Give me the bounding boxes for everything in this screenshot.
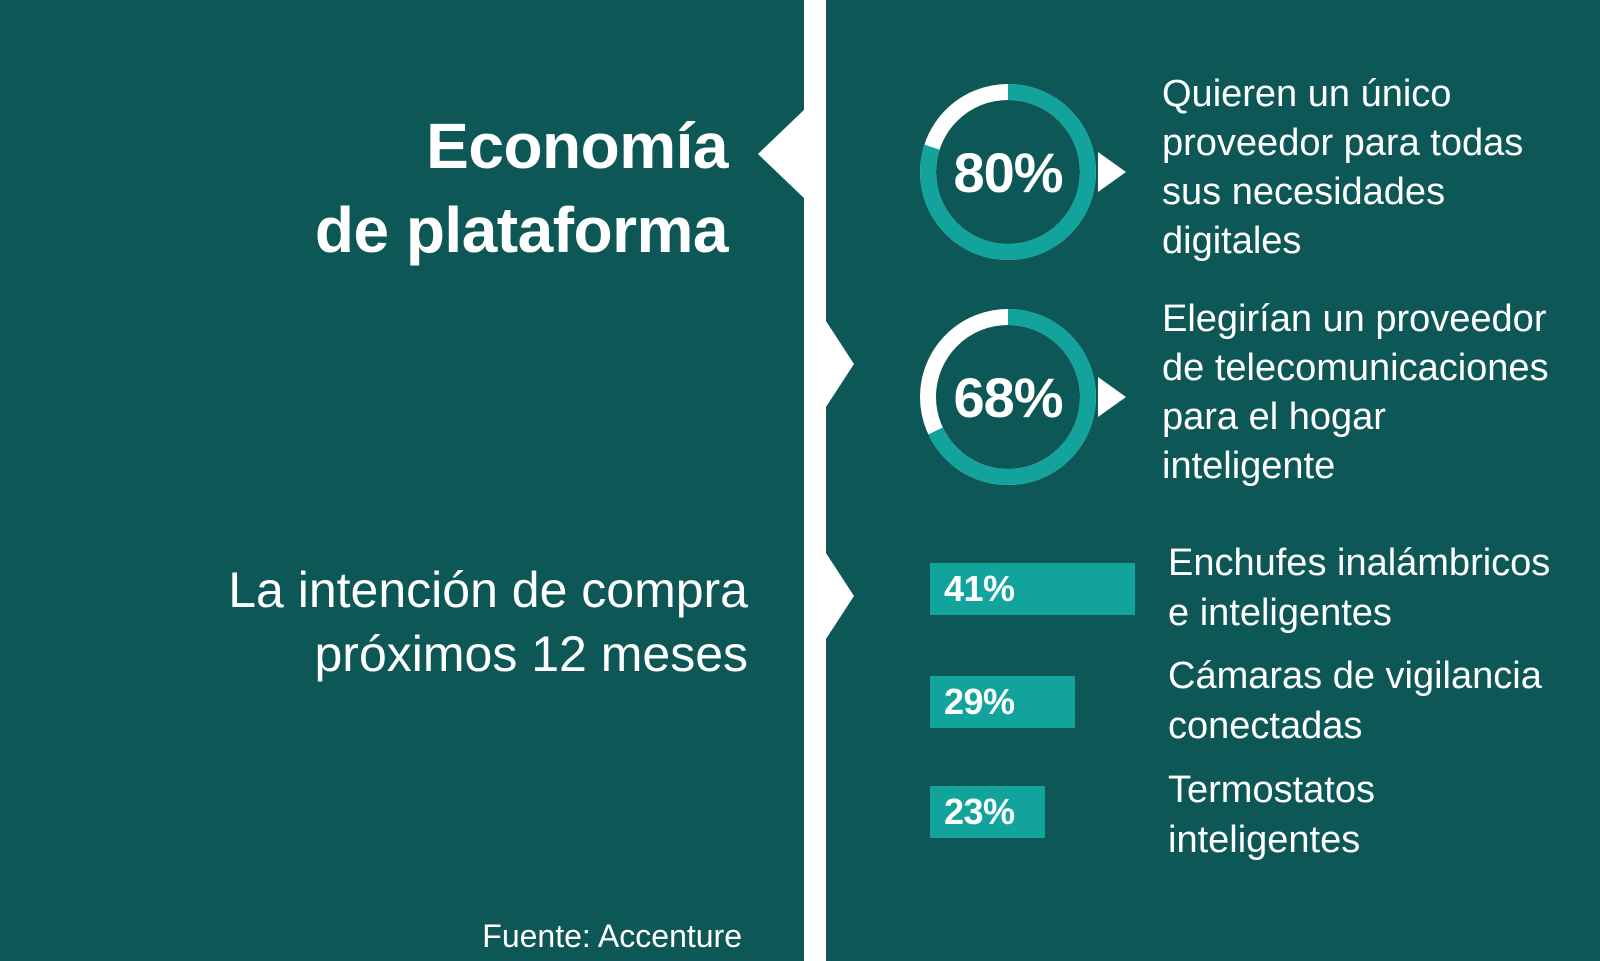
donut-description-1: Quieren un único proveedor para todas su… [1162, 70, 1523, 266]
donut-1-text-line-1: Quieren un único [1162, 73, 1452, 115]
bar-thermostats: 23% [930, 786, 1045, 838]
title-line-2: de plataforma [314, 194, 729, 266]
donut-1-text-line-3: sus necesidades [1162, 171, 1446, 213]
bar-3-text-line-1: Termostatos [1168, 769, 1375, 811]
bar-1-text-line-2: e inteligentes [1168, 592, 1392, 634]
divider-pointer-2 [824, 550, 854, 642]
page-title: Economía de plataforma [314, 104, 729, 272]
source-note: Fuente: Accenture [482, 918, 742, 954]
donut-pointer-2 [1098, 377, 1126, 417]
bar-2-text-line-2: conectadas [1168, 705, 1363, 747]
bar-value-label-3: 23% [944, 791, 1015, 832]
intent-line-2: próximos 12 meses [314, 626, 749, 682]
divider-pointer-1 [824, 318, 854, 410]
bar-security-cameras: 29% [930, 676, 1075, 728]
donut-arc-2 [920, 309, 1096, 485]
bar-category-1: Enchufes inalámbricos e inteligentes [1168, 538, 1550, 638]
donut-description-2: Elegirían un proveedor de telecomunicaci… [1162, 295, 1549, 491]
bar-value-label-1: 41% [944, 568, 1015, 609]
title-line-1: Economía [426, 110, 728, 182]
donut-2-text-line-2: de telecomunicaciones [1162, 347, 1549, 389]
bar-category-3: Termostatos inteligentes [1168, 765, 1375, 865]
donut-chart-68: 68% [916, 305, 1100, 489]
bar-value-label-2: 29% [944, 681, 1015, 722]
donut-value-1: 80% [953, 140, 1063, 204]
donut-1-text-line-2: proveedor para todas [1162, 122, 1524, 164]
donut-2-text-line-3: para el hogar [1162, 396, 1386, 438]
donut-chart-80: 80% [916, 80, 1100, 264]
bar-1-text-line-1: Enchufes inalámbricos [1168, 542, 1551, 584]
donut-2-text-line-1: Elegirían un proveedor [1162, 298, 1547, 340]
bar-category-2: Cámaras de vigilancia conectadas [1168, 651, 1542, 751]
donut-ring-2 [920, 309, 1096, 485]
donut-2-text-line-4: inteligente [1162, 445, 1336, 487]
title-pointer [758, 108, 806, 200]
center-divider [804, 0, 826, 961]
intent-line-1: La intención de compra [228, 562, 748, 618]
purchase-intent-label: La intención de compra próximos 12 meses [228, 558, 748, 686]
donut-pointer-1 [1098, 152, 1126, 192]
bar-3-text-line-2: inteligentes [1168, 819, 1361, 861]
bar-2-text-line-1: Cámaras de vigilancia [1168, 655, 1542, 697]
bar-smart-plugs: 41% [930, 563, 1135, 615]
donut-ring-1 [920, 84, 1096, 260]
donut-value-2: 68% [953, 365, 1063, 429]
donut-arc-1 [920, 84, 1096, 260]
donut-1-text-line-4: digitales [1162, 220, 1302, 262]
